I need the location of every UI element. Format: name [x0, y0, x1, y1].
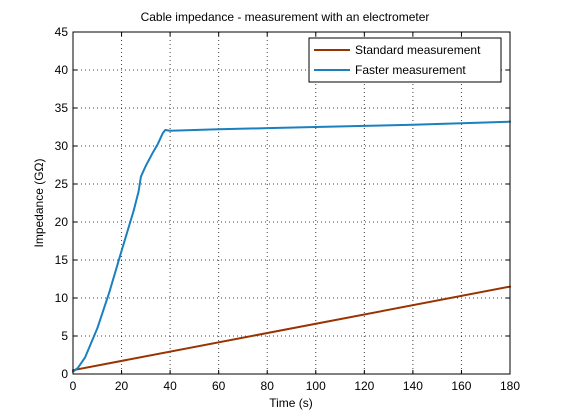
legend: Standard measurement Faster measurement: [308, 37, 502, 83]
x-tick-label: 80: [261, 379, 275, 393]
legend-label-standard: Standard measurement: [355, 43, 481, 57]
plot-frame: [72, 31, 511, 375]
y-tick-label: 45: [55, 25, 69, 39]
series-line-standard: [72, 285, 511, 372]
y-tick-label: 5: [61, 329, 68, 343]
y-tick-label: 10: [55, 291, 69, 305]
x-tick-label: 40: [163, 379, 177, 393]
x-tick-label: 100: [306, 379, 326, 393]
x-tick-label: 180: [500, 379, 520, 393]
legend-label-faster: Faster measurement: [355, 63, 466, 77]
y-axis-title: Impedance (GΩ): [32, 158, 46, 247]
y-tick-label: 20: [55, 215, 69, 229]
legend-box: [308, 37, 502, 83]
grid: [73, 32, 510, 374]
series-line-faster: [72, 120, 511, 373]
x-tick-label: 160: [451, 379, 471, 393]
y-tick-label: 40: [55, 63, 69, 77]
y-tick-label: 0: [61, 367, 68, 381]
x-tick-label: 140: [403, 379, 423, 393]
y-tick-label: 15: [55, 253, 69, 267]
chart-title: Cable impedance - measurement with an el…: [141, 10, 430, 24]
x-axis-title: Time (s): [269, 396, 313, 410]
x-tick-label: 20: [115, 379, 129, 393]
x-tick-label: 120: [354, 379, 374, 393]
plot-area: [72, 31, 511, 375]
y-tick-label: 35: [55, 101, 69, 115]
y-tick-label: 25: [55, 177, 69, 191]
x-tick-label: 0: [70, 379, 77, 393]
y-tick-label: 30: [55, 139, 69, 153]
series-lines: [72, 120, 511, 373]
x-tick-label: 60: [212, 379, 226, 393]
